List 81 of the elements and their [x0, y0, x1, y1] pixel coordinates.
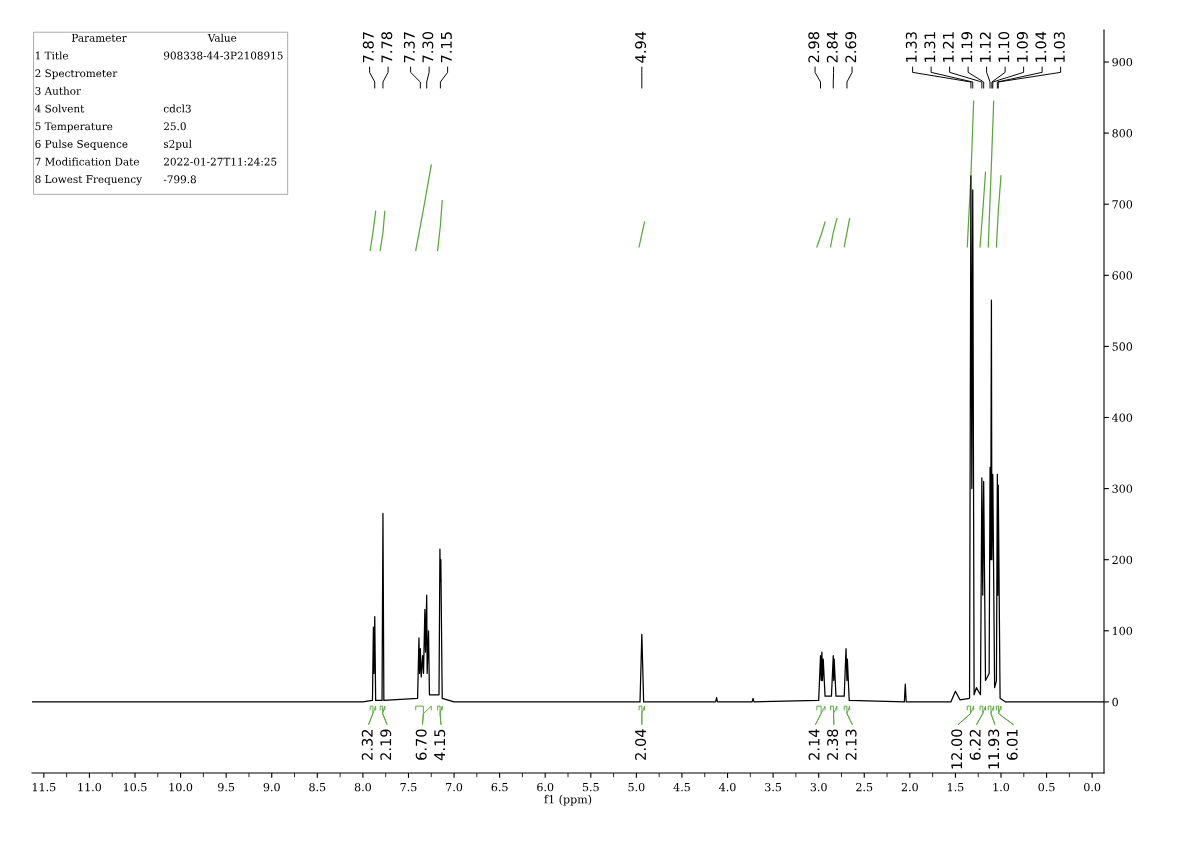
annotation: 1.31: [924, 32, 936, 62]
annotation: 8 Lowest Frequency: [35, 175, 143, 186]
annotation: 4.15: [434, 729, 446, 761]
x-tick-label: 5.0: [628, 782, 645, 792]
annotation: 2.19: [380, 729, 392, 760]
annotation: 2.84: [826, 31, 838, 63]
y-tick-label: 500: [1112, 342, 1133, 351]
annotation: 908338-44-3P2108915: [163, 51, 283, 60]
annotation: 1.21: [942, 32, 954, 62]
x-tick-label: 3.5: [765, 782, 782, 792]
x-tick-label: 9.5: [218, 782, 235, 792]
annotation: 2.98: [808, 31, 820, 63]
annotation: 2 Spectrometer: [35, 69, 118, 80]
y-tick-label: 400: [1111, 413, 1133, 422]
x-tick-label: 7.0: [446, 782, 463, 792]
x-tick-label: 9.0: [263, 782, 280, 792]
y-tick-label: 300: [1112, 484, 1133, 493]
annotation: 2022-01-27T11:24:25: [164, 157, 277, 166]
annotation: 2.69: [845, 31, 857, 63]
annotation: 3 Author: [35, 86, 81, 95]
annotation: 1.33: [905, 32, 917, 62]
x-tick-label: 11.0: [78, 782, 102, 792]
x-tick-label: 4.5: [673, 782, 690, 792]
y-tick-label: 900: [1112, 57, 1133, 67]
annotation: cdcl3: [163, 104, 191, 113]
annotation: 7 Modification Date: [35, 157, 139, 166]
annotation: 1.09: [1016, 31, 1028, 62]
annotation: 6.22: [969, 729, 981, 760]
x-tick-label: 7.5: [400, 783, 417, 792]
x-tick-label: 6.5: [491, 782, 508, 792]
annotation: 1.03: [1053, 32, 1065, 62]
annotation: Parameter: [71, 34, 127, 42]
annotation: 2.14: [808, 729, 820, 760]
annotation: 7.37: [403, 32, 415, 63]
annotation: 25.0: [164, 122, 186, 131]
annotation: 6 Pulse Sequence: [35, 139, 128, 150]
x-tick-label: 0.5: [1038, 782, 1055, 792]
x-tick-label: 0.0: [1084, 782, 1101, 792]
x-tick-label: 1.0: [993, 782, 1010, 792]
x-tick-label: 8.0: [354, 782, 371, 792]
annotation: 2.32: [361, 729, 373, 760]
x-tick-label: 10.5: [123, 782, 147, 792]
y-tick-label: 100: [1112, 626, 1133, 636]
annotation: 1 Title: [35, 51, 69, 60]
annotation: 6.01: [1006, 729, 1018, 760]
x-tick-label: 2.0: [901, 782, 918, 792]
y-tick-label: 0: [1112, 697, 1118, 707]
annotation: 6.70: [415, 729, 427, 760]
x-tick-label: 5.5: [582, 783, 599, 792]
annotation: -799.8: [163, 175, 196, 184]
y-tick-label: 200: [1112, 555, 1133, 565]
x-tick-label: 11.5: [32, 782, 56, 792]
x-tick-label: 4.0: [719, 782, 736, 792]
annotation: 4.94: [635, 31, 647, 63]
x-tick-label: 6.0: [537, 782, 554, 792]
annotation: 2.38: [827, 729, 839, 760]
annotation: 1.12: [979, 32, 991, 62]
annotation: s2pul: [163, 139, 192, 150]
x-tick-label: 1.5: [947, 782, 964, 792]
annotation: 1.10: [998, 31, 1010, 62]
y-tick-label: 800: [1112, 129, 1133, 138]
annotation: 1.04: [1035, 31, 1047, 62]
annotation: 4 Solvent: [35, 104, 85, 113]
annotation: 7.30: [422, 31, 434, 63]
x-axis-title: f1 (ppm): [544, 794, 592, 806]
annotation: 2.13: [845, 729, 857, 760]
annotation: 2.04: [635, 729, 647, 760]
x-tick-label: 8.5: [309, 782, 326, 792]
x-tick-label: 2.5: [856, 782, 873, 792]
annotation: 7.78: [381, 31, 393, 63]
x-tick-label: 3.0: [810, 782, 827, 792]
annotation: 7.87: [362, 32, 374, 63]
annotation: Value: [207, 33, 237, 42]
y-tick-label: 700: [1112, 200, 1133, 209]
annotation: 11.93: [988, 729, 1000, 769]
annotation: 7.15: [441, 32, 452, 63]
annotation: 12.00: [951, 729, 963, 769]
annotation: 1.19: [961, 31, 973, 62]
annotation: 5 Temperature: [35, 122, 113, 133]
y-tick-label: 600: [1112, 271, 1133, 280]
x-tick-label: 10.0: [169, 782, 193, 792]
